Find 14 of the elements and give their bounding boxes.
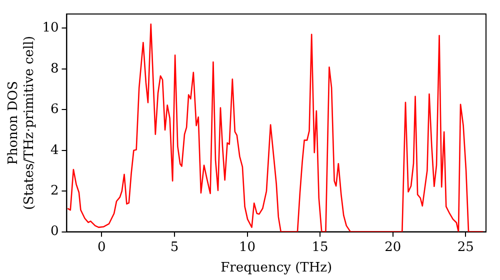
x-axis-title: Frequency (THz)	[220, 260, 332, 276]
x-tick-label: 20	[384, 240, 402, 255]
y-tick-label: 4	[50, 142, 59, 158]
y-tick-label: 8	[50, 61, 59, 76]
y-axis-title: Phonon DOS (States/THz·primitive cell)	[6, 36, 37, 210]
y-tick-label: 2	[50, 183, 59, 198]
x-tick-label: 0	[98, 240, 106, 255]
x-tick-label: 5	[170, 240, 179, 255]
x-tick-label: 10	[238, 240, 256, 255]
y-tick-label: 6	[50, 102, 59, 118]
x-tick-label: 15	[312, 240, 328, 255]
y-tick-label: 10	[42, 20, 59, 36]
x-tick-label: 25	[457, 240, 474, 255]
y-tick-label: 0	[50, 224, 59, 240]
